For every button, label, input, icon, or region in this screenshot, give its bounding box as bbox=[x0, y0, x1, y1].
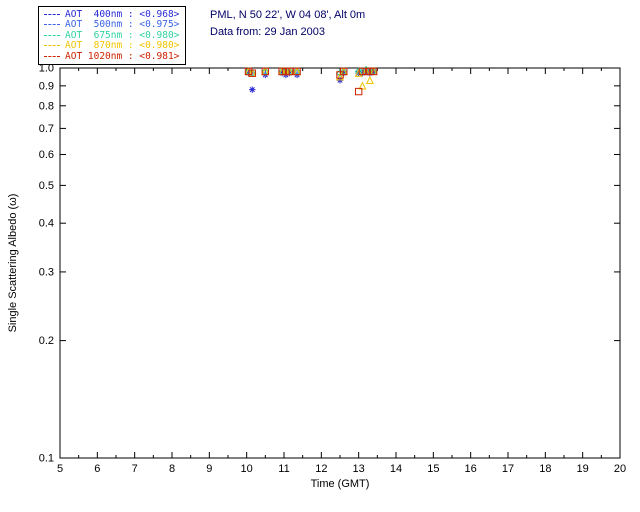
x-axis-tick-label: 13 bbox=[353, 463, 365, 475]
x-axis-tick-label: 5 bbox=[57, 463, 63, 475]
y-axis-tick-label: 0.8 bbox=[39, 100, 54, 112]
legend-label: AOT 1020nm : <0.981> bbox=[65, 50, 180, 62]
x-axis-tick-label: 17 bbox=[502, 463, 514, 475]
x-axis-tick-label: 7 bbox=[132, 463, 138, 475]
legend-label: AOT 500nm : <0.975> bbox=[65, 19, 180, 31]
data-point-aot-870nm bbox=[358, 81, 367, 90]
legend-label: AOT 400nm : <0.968> bbox=[65, 8, 180, 20]
legend-line-sample bbox=[44, 24, 60, 26]
legend-entry-aot-870nm: AOT 870nm : <0.980> bbox=[44, 40, 180, 52]
data-point-aot-1020nm bbox=[293, 67, 301, 76]
data-point-aot-1020nm bbox=[340, 67, 348, 76]
header: PML, N 50 22', W 04 08', Alt 0m Data fro… bbox=[210, 7, 365, 41]
y-axis-tick-label: 0.1 bbox=[39, 453, 54, 465]
data-point-aot-1020nm bbox=[248, 69, 256, 77]
data-point-aot-870nm bbox=[365, 75, 374, 84]
legend-line-sample bbox=[44, 34, 60, 36]
x-axis-tick-label: 20 bbox=[614, 463, 626, 475]
legend-label: AOT 675nm : <0.980> bbox=[65, 29, 180, 41]
x-axis-tick-label: 9 bbox=[206, 463, 212, 475]
y-axis-tick-label: 0.4 bbox=[39, 218, 54, 230]
x-axis-tick-label: 15 bbox=[427, 463, 439, 475]
date-info: Data from: 29 Jan 2003 bbox=[210, 26, 325, 38]
y-axis-tick-label: 0.9 bbox=[39, 80, 54, 92]
x-axis-tick-label: 16 bbox=[465, 463, 477, 475]
legend-entry-aot-500nm: AOT 500nm : <0.975> bbox=[44, 19, 180, 31]
data-point-aot-1020nm bbox=[354, 87, 363, 96]
y-axis-tick-label: 0.6 bbox=[39, 149, 54, 161]
data-point-aot-1020nm bbox=[285, 67, 294, 76]
legend-entry-aot-400nm: AOT 400nm : <0.968> bbox=[44, 9, 179, 20]
x-axis-tick-label: 14 bbox=[390, 463, 402, 475]
y-axis-tick-label: 1.0 bbox=[39, 63, 54, 75]
x-axis-tick-label: 8 bbox=[169, 463, 175, 475]
x-axis-title: Time (GMT) bbox=[311, 478, 370, 490]
y-axis-tick-label: 0.5 bbox=[39, 180, 54, 192]
y-axis-tick-label: 0.3 bbox=[39, 266, 54, 278]
data-point-aot-1020nm bbox=[261, 67, 270, 76]
legend-label: AOT 870nm : <0.980> bbox=[65, 40, 180, 52]
x-axis-tick-label: 6 bbox=[94, 463, 100, 475]
data-point-aot-1020nm bbox=[244, 67, 253, 76]
legend-line-sample bbox=[44, 13, 60, 15]
legend-line-sample bbox=[44, 55, 60, 57]
plot-frame bbox=[59, 67, 621, 459]
x-axis-tick-label: 19 bbox=[577, 463, 589, 475]
x-axis-tick-label: 10 bbox=[241, 463, 253, 475]
data-point-aot-400nm bbox=[249, 86, 256, 93]
legend-line-sample bbox=[44, 45, 60, 47]
y-axis-tick-label: 0.7 bbox=[39, 123, 54, 135]
x-axis-tick-label: 12 bbox=[315, 463, 327, 475]
legend-box: AOT 400nm : <0.968> AOT 500nm : <0.975> AO… bbox=[38, 6, 187, 65]
data-point-aot-1020nm bbox=[369, 67, 378, 76]
station-info: PML, N 50 22', W 04 08', Alt 0m bbox=[210, 9, 366, 21]
y-axis-tick-label: 0.2 bbox=[39, 335, 54, 347]
x-axis-tick-label: 18 bbox=[539, 463, 551, 475]
y-axis-title: Single Scattering Albedo (ω) bbox=[7, 194, 19, 333]
x-axis-tick-label: 11 bbox=[278, 463, 289, 475]
data-point-aot-1020nm bbox=[336, 71, 344, 79]
legend-entry-aot-1020nm: AOT 1020nm : <0.981> bbox=[44, 51, 179, 62]
legend-entry-aot-675nm: AOT 675nm : <0.980> bbox=[44, 30, 179, 41]
data-point-aot-870nm bbox=[335, 72, 345, 81]
data-point-aot-870nm bbox=[354, 68, 363, 77]
